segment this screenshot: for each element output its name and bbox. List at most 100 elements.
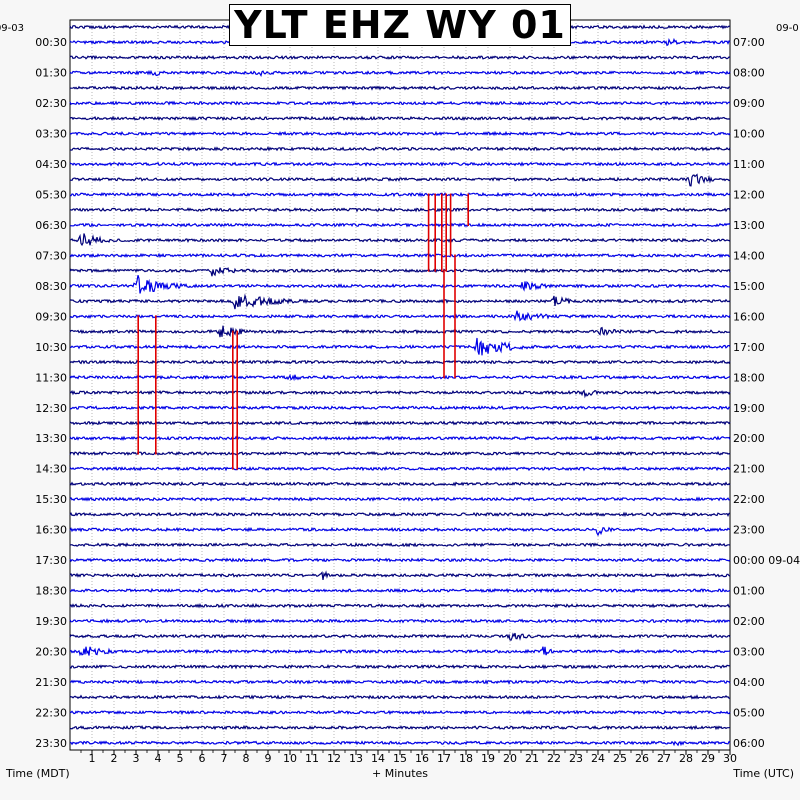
seismic-trace <box>69 389 731 399</box>
right-time-label: 19:00 <box>733 402 765 415</box>
seismic-trace <box>69 496 731 502</box>
seismic-trace <box>69 587 731 594</box>
left-time-label: 05:30 <box>35 189 67 202</box>
seismic-trace <box>69 542 731 548</box>
x-tick-label: 6 <box>199 752 206 765</box>
x-tick-label: 27 <box>657 752 671 765</box>
x-tick-label: 21 <box>525 752 539 765</box>
trace-group <box>69 24 731 747</box>
x-tick-label: 7 <box>221 752 228 765</box>
x-tick-label: 28 <box>679 752 693 765</box>
left-axis-label: Time (MDT) <box>5 767 70 780</box>
right-time-label: 01:00 <box>733 585 765 598</box>
seismic-trace <box>69 709 731 716</box>
right-time-label: 12:00 <box>733 189 765 202</box>
x-tick-label: 8 <box>243 752 250 765</box>
x-tick-label: 17 <box>437 752 451 765</box>
seismic-trace <box>69 191 731 198</box>
seismic-trace <box>69 663 731 670</box>
seismic-trace <box>69 359 731 365</box>
right-time-label: 23:00 <box>733 524 765 537</box>
x-tick-label: 13 <box>349 752 363 765</box>
left-time-label: 07:30 <box>35 249 67 262</box>
x-tick-label: 3 <box>133 752 140 765</box>
right-time-label: 20:00 <box>733 432 765 445</box>
left-time-label: 04:30 <box>35 158 67 171</box>
seismic-trace <box>69 511 731 518</box>
seismic-trace <box>69 69 731 78</box>
axis-labels: 00:30 01:30 02:30 03:30 04:30 05:30 06:30 07:30… <box>0 23 800 780</box>
right-time-label: 18:00 <box>733 371 765 384</box>
x-tick-label: 19 <box>481 752 495 765</box>
right-time-label: 10:00 <box>733 128 765 141</box>
x-tick-label: 16 <box>415 752 429 765</box>
seismic-trace <box>69 325 731 338</box>
seismic-trace <box>69 466 731 472</box>
seismic-trace <box>69 233 731 247</box>
x-tick-label: 1 <box>89 752 96 765</box>
seismic-trace <box>69 161 731 167</box>
x-tick-label: 24 <box>591 752 605 765</box>
left-time-label: 19:30 <box>35 615 67 628</box>
left-time-label: 03:30 <box>35 128 67 141</box>
x-tick-label: 29 <box>701 752 715 765</box>
seismic-trace <box>69 130 731 137</box>
right-time-label: 14:00 <box>733 249 765 262</box>
seismic-trace <box>69 420 731 426</box>
seismic-trace <box>69 450 731 457</box>
seismic-trace <box>69 679 731 685</box>
left-time-label: 09:30 <box>35 310 67 323</box>
x-tick-label: 26 <box>635 752 649 765</box>
seismic-trace <box>69 100 731 106</box>
chart-title: YLT EHZ WY 01 <box>229 3 571 47</box>
right-time-label: 05:00 <box>733 706 765 719</box>
left-time-label: 12:30 <box>35 402 67 415</box>
x-tick-label: 10 <box>283 752 297 765</box>
seismic-trace <box>69 373 731 382</box>
left-time-label: 13:30 <box>35 432 67 445</box>
left-time-label: 17:30 <box>35 554 67 567</box>
seismic-trace <box>69 293 731 310</box>
seismic-trace <box>69 115 731 122</box>
seismic-trace <box>69 337 731 356</box>
left-time-label: 02:30 <box>35 97 67 110</box>
left-time-label: 22:30 <box>35 706 67 719</box>
seismic-trace <box>69 646 731 657</box>
left-time-label: 15:30 <box>35 493 67 506</box>
left-time-label: 11:30 <box>35 371 67 384</box>
right-time-label: 00:00 09-04 <box>733 554 800 567</box>
x-tick-label: 20 <box>503 752 517 765</box>
x-tick-label: 5 <box>177 752 184 765</box>
date-label-right: 09-0 <box>776 23 799 34</box>
right-time-label: 02:00 <box>733 615 765 628</box>
left-time-label: 06:30 <box>35 219 67 232</box>
right-time-label: 16:00 <box>733 310 765 323</box>
clip-group <box>137 193 470 470</box>
right-time-label: 07:00 <box>733 36 765 49</box>
seismic-trace <box>69 435 731 441</box>
right-time-label: 21:00 <box>733 463 765 476</box>
x-tick-label: 18 <box>459 752 473 765</box>
right-time-label: 13:00 <box>733 219 765 232</box>
x-tick-label: 2 <box>111 752 118 765</box>
x-tick-label: 9 <box>265 752 272 765</box>
seismic-trace <box>70 146 731 152</box>
seismic-trace <box>69 481 731 487</box>
seismic-trace <box>69 694 731 700</box>
x-tick-label: 4 <box>155 752 162 765</box>
seismic-trace <box>69 632 731 641</box>
left-time-label: 08:30 <box>35 280 67 293</box>
seismic-trace <box>69 222 731 228</box>
right-time-label: 06:00 <box>733 737 765 750</box>
seismic-trace <box>69 526 731 537</box>
left-time-label: 10:30 <box>35 341 67 354</box>
seismic-trace <box>69 173 731 187</box>
left-time-label: 01:30 <box>35 67 67 80</box>
x-tick-label: 12 <box>327 752 341 765</box>
seismic-trace <box>69 557 731 563</box>
left-time-label: 21:30 <box>35 676 67 689</box>
seismic-trace <box>69 724 731 731</box>
left-time-label: 14:30 <box>35 463 67 476</box>
left-time-label: 00:30 <box>35 36 67 49</box>
